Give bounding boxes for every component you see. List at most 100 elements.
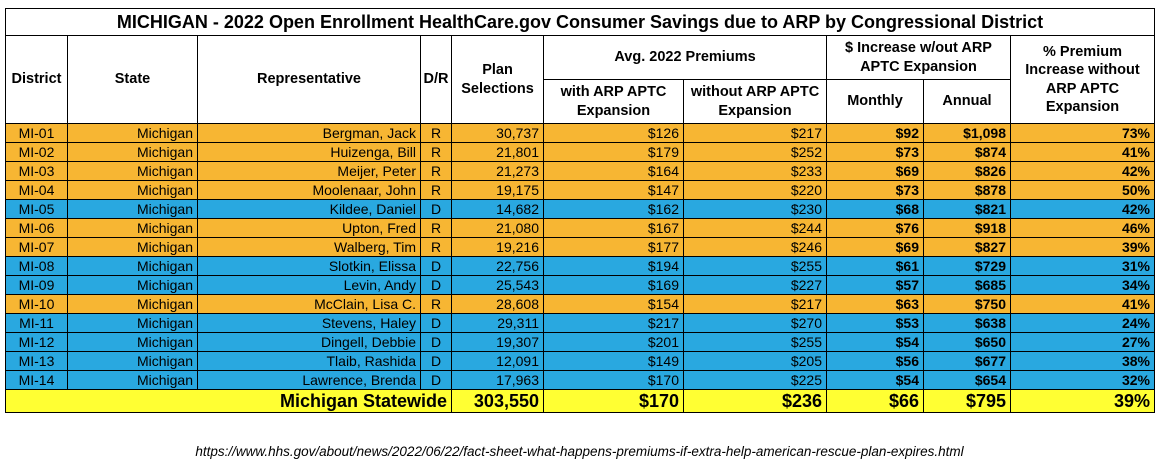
- plan-selections-cell: 19,175: [451, 180, 544, 200]
- party-cell: D: [420, 275, 452, 295]
- district-cell: MI-10: [5, 294, 68, 314]
- party-cell: D: [420, 370, 452, 390]
- header-avg-premiums: Avg. 2022 Premiums: [543, 35, 827, 80]
- pct-increase-cell: 73%: [1010, 123, 1155, 143]
- representative-cell: Slotkin, Elissa: [197, 256, 421, 276]
- representative-cell: Upton, Fred: [197, 218, 421, 238]
- table-row: MI-03 Michigan Meijer, Peter R 21,273 $164 $23…: [5, 161, 1155, 181]
- without-arp-cell: $252: [683, 142, 827, 162]
- state-cell: Michigan: [67, 294, 198, 314]
- district-cell: MI-05: [5, 199, 68, 219]
- total-label: Michigan Statewide: [5, 389, 452, 413]
- party-cell: R: [420, 123, 452, 143]
- table-row: MI-08 Michigan Slotkin, Elissa D 22,756 $194 $…: [5, 256, 1155, 276]
- annual-increase-cell: $750: [923, 294, 1011, 314]
- enrollment-table: MICHIGAN - 2022 Open Enrollment HealthCa…: [5, 8, 1155, 413]
- header-state: State: [67, 35, 198, 124]
- without-arp-cell: $270: [683, 313, 827, 333]
- plan-selections-cell: 30,737: [451, 123, 544, 143]
- with-arp-cell: $154: [543, 294, 684, 314]
- table-row: MI-14 Michigan Lawrence, Brenda D 17,963 $170…: [5, 370, 1155, 390]
- party-cell: R: [420, 161, 452, 181]
- district-cell: MI-09: [5, 275, 68, 295]
- monthly-increase-cell: $57: [826, 275, 924, 295]
- without-arp-cell: $227: [683, 275, 827, 295]
- pct-increase-cell: 46%: [1010, 218, 1155, 238]
- header-annual: Annual: [923, 79, 1011, 124]
- representative-cell: Levin, Andy: [197, 275, 421, 295]
- plan-selections-cell: 19,307: [451, 332, 544, 352]
- with-arp-cell: $164: [543, 161, 684, 181]
- with-arp-cell: $167: [543, 218, 684, 238]
- pct-increase-cell: 24%: [1010, 313, 1155, 333]
- representative-cell: Meijer, Peter: [197, 161, 421, 181]
- annual-increase-cell: $685: [923, 275, 1011, 295]
- total-without-arp: $236: [683, 389, 827, 413]
- plan-selections-cell: 19,216: [451, 237, 544, 257]
- table-title: MICHIGAN - 2022 Open Enrollment HealthCa…: [5, 8, 1155, 36]
- header-monthly: Monthly: [826, 79, 924, 124]
- header-without-arp: without ARP APTC Expansion: [683, 79, 827, 124]
- pct-increase-cell: 42%: [1010, 199, 1155, 219]
- annual-increase-cell: $918: [923, 218, 1011, 238]
- party-cell: D: [420, 199, 452, 219]
- pct-increase-cell: 34%: [1010, 275, 1155, 295]
- representative-cell: Tlaib, Rashida: [197, 351, 421, 371]
- annual-increase-cell: $654: [923, 370, 1011, 390]
- plan-selections-cell: 28,608: [451, 294, 544, 314]
- without-arp-cell: $255: [683, 256, 827, 276]
- monthly-increase-cell: $92: [826, 123, 924, 143]
- header-with-arp-text: with ARP APTC Expansion: [560, 84, 667, 119]
- monthly-increase-cell: $76: [826, 218, 924, 238]
- district-cell: MI-11: [5, 313, 68, 333]
- without-arp-cell: $244: [683, 218, 827, 238]
- without-arp-cell: $246: [683, 237, 827, 257]
- monthly-increase-cell: $69: [826, 237, 924, 257]
- annual-increase-cell: $821: [923, 199, 1011, 219]
- monthly-increase-cell: $73: [826, 180, 924, 200]
- party-cell: R: [420, 180, 452, 200]
- header-with-arp: with ARP APTC Expansion: [543, 79, 684, 124]
- header-without-arp-text: without ARP APTC Expansion: [690, 84, 820, 119]
- pct-increase-cell: 31%: [1010, 256, 1155, 276]
- table-row: MI-01 Michigan Bergman, Jack R 30,737 $126 $21…: [5, 123, 1155, 143]
- plan-selections-cell: 21,801: [451, 142, 544, 162]
- state-cell: Michigan: [67, 313, 198, 333]
- district-cell: MI-02: [5, 142, 68, 162]
- state-cell: Michigan: [67, 256, 198, 276]
- without-arp-cell: $217: [683, 123, 827, 143]
- district-cell: MI-13: [5, 351, 68, 371]
- annual-increase-cell: $878: [923, 180, 1011, 200]
- district-cell: MI-14: [5, 370, 68, 390]
- table-row: MI-05 Michigan Kildee, Daniel D 14,682 $162 $2…: [5, 199, 1155, 219]
- table-row: MI-07 Michigan Walberg, Tim R 19,216 $177 $246…: [5, 237, 1155, 257]
- party-cell: D: [420, 332, 452, 352]
- with-arp-cell: $170: [543, 370, 684, 390]
- monthly-increase-cell: $68: [826, 199, 924, 219]
- state-cell: Michigan: [67, 275, 198, 295]
- table-row: MI-06 Michigan Upton, Fred R 21,080 $167 $244 $…: [5, 218, 1155, 238]
- spreadsheet-table-container: MICHIGAN - 2022 Open Enrollment HealthCa…: [5, 8, 1155, 413]
- representative-cell: Huizenga, Bill: [197, 142, 421, 162]
- monthly-increase-cell: $54: [826, 370, 924, 390]
- header-pct-increase-text: % Premium Increase without ARP APTC Expa…: [1025, 44, 1140, 115]
- district-cell: MI-03: [5, 161, 68, 181]
- without-arp-cell: $233: [683, 161, 827, 181]
- representative-cell: Dingell, Debbie: [197, 332, 421, 352]
- annual-increase-cell: $874: [923, 142, 1011, 162]
- table-row: MI-13 Michigan Tlaib, Rashida D 12,091 $149 $2…: [5, 351, 1155, 371]
- with-arp-cell: $217: [543, 313, 684, 333]
- header-increase-group: $ Increase w/out ARP APTC Expansion: [826, 35, 1011, 80]
- monthly-increase-cell: $73: [826, 142, 924, 162]
- annual-increase-cell: $826: [923, 161, 1011, 181]
- without-arp-cell: $205: [683, 351, 827, 371]
- state-cell: Michigan: [67, 123, 198, 143]
- monthly-increase-cell: $54: [826, 332, 924, 352]
- with-arp-cell: $149: [543, 351, 684, 371]
- plan-selections-cell: 14,682: [451, 199, 544, 219]
- party-cell: R: [420, 218, 452, 238]
- total-with-arp: $170: [543, 389, 684, 413]
- district-cell: MI-06: [5, 218, 68, 238]
- annual-increase-cell: $827: [923, 237, 1011, 257]
- representative-cell: Lawrence, Brenda: [197, 370, 421, 390]
